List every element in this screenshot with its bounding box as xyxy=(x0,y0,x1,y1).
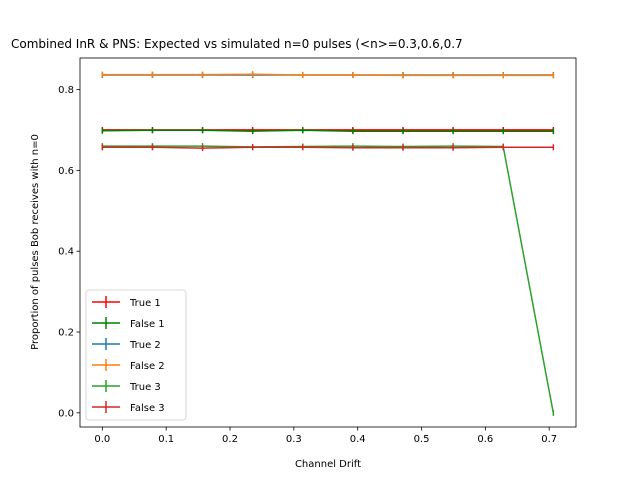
y-tick-label: 0.8 xyxy=(58,85,74,96)
x-tick-label: 0.5 xyxy=(414,434,430,445)
y-tick-label: 0.2 xyxy=(58,328,74,339)
series-line xyxy=(102,145,555,414)
legend-label: False 2 xyxy=(130,361,165,372)
y-tick-label: 0.0 xyxy=(58,408,74,419)
legend-label: True 2 xyxy=(129,340,161,351)
series-6 xyxy=(101,144,555,152)
legend-box xyxy=(85,289,187,421)
x-tick-label: 0.4 xyxy=(350,434,366,445)
legend: True 1 False 1 True 2 False 2 True 3 False 3 xyxy=(85,289,187,421)
x-tick-label: 0.1 xyxy=(158,434,174,445)
legend-label: False 1 xyxy=(130,319,165,330)
y-tick-label: 0.6 xyxy=(58,166,74,177)
x-tick-label: 0.2 xyxy=(222,434,238,445)
series-layer xyxy=(101,71,555,416)
series-line xyxy=(102,146,554,149)
x-tick-label: 0.6 xyxy=(477,434,493,445)
series-line xyxy=(102,129,554,132)
axes-layer: 0.0 0.1 0.2 0.3 0.4 0.5 0.6 0.7 0.0 0.2 0.4 0.6 0.8 xyxy=(58,57,577,445)
series-line xyxy=(102,73,554,77)
legend-label: False 3 xyxy=(130,403,165,414)
x-tick-label: 0.3 xyxy=(286,434,302,445)
y-tick-label: 0.4 xyxy=(58,247,74,258)
series-2 xyxy=(101,127,555,135)
chart-title: Combined InR & PNS: Expected vs simulate… xyxy=(11,37,463,51)
legend-label: True 1 xyxy=(129,298,161,309)
x-tick-label: 0.7 xyxy=(541,434,557,445)
series-4 xyxy=(101,71,555,79)
x-axis-label: Channel Drift xyxy=(295,459,361,470)
axes-frame xyxy=(79,57,577,428)
x-tick-label: 0.0 xyxy=(94,434,110,445)
y-axis-label: Proportion of pulses Bob receives with n… xyxy=(30,134,41,350)
legend-label: True 3 xyxy=(129,382,161,393)
